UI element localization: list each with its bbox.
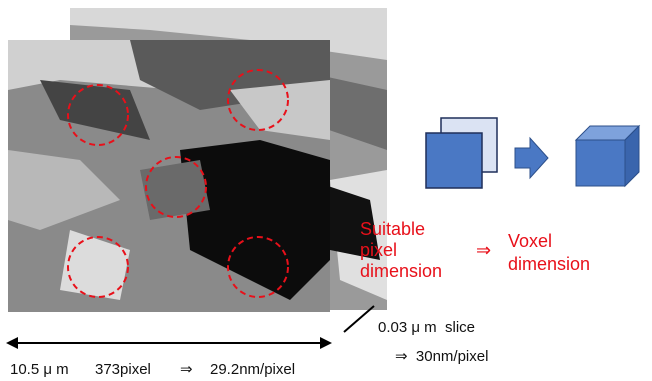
- pixel-label: 373pixel: [95, 361, 151, 378]
- arrow-head: [320, 337, 332, 349]
- resolution-label: 29.2nm/pixel: [210, 361, 295, 378]
- pixel-square-front: [426, 133, 482, 188]
- slice-resolution: ⇒ 30nm/pixel: [395, 348, 488, 365]
- diagram: 10.5 μ m 373pixel ⇒ 29.2nm/pixel 0.03 μ …: [0, 0, 652, 381]
- arrow-head: [6, 337, 18, 349]
- width-label: 10.5 μ m: [10, 361, 69, 378]
- front-slice-image: [8, 40, 330, 312]
- arrow-symbol: ⇒: [476, 240, 491, 260]
- block-arrow: [515, 138, 548, 178]
- slice-label: 0.03 μ m slice: [378, 319, 475, 336]
- arrow-symbol: ⇒: [180, 361, 193, 378]
- voxel-text: Voxel: [508, 231, 552, 251]
- suitable-text: dimension: [360, 261, 442, 281]
- suitable-text: pixel: [360, 240, 397, 260]
- voxel-text: dimension: [508, 254, 590, 274]
- suitable-text: Suitable: [360, 219, 425, 239]
- cube-front: [576, 140, 625, 186]
